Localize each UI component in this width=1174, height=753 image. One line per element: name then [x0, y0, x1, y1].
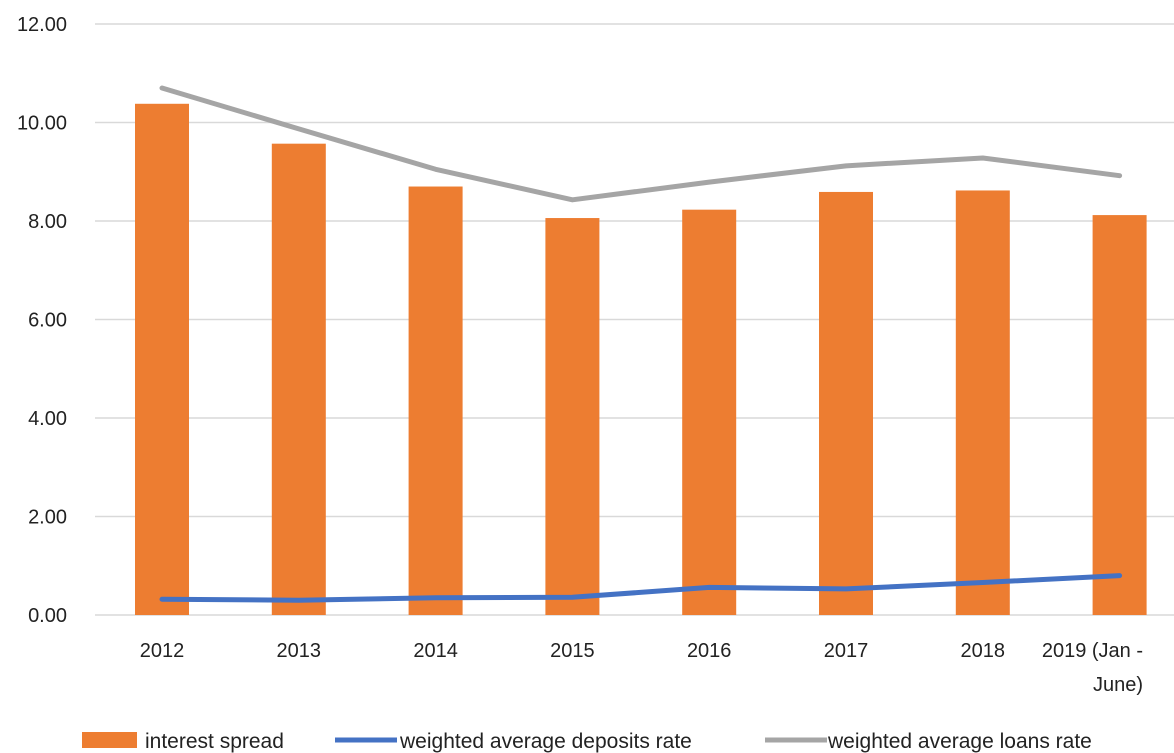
legend: interest spread weighted average deposits… [82, 730, 1092, 753]
y-tick-label: 10.00 [17, 113, 67, 135]
x-tick-label: 2015 [550, 640, 595, 662]
x-tick-label: 2014 [413, 640, 458, 662]
legend-label: weighted average loans rate [827, 730, 1092, 753]
y-tick-label: 6.00 [28, 310, 67, 332]
bar-interest-spread [135, 104, 189, 615]
legend-label: weighted average deposits rate [399, 730, 692, 753]
x-tick-label: 2018 [961, 640, 1006, 662]
y-tick-label: 8.00 [28, 211, 67, 233]
y-tick-label: 2.00 [28, 507, 67, 529]
x-axis-tick-labels: 2012 2013 2014 2015 2016 2017 2018 2019 (Jan - J… [140, 640, 1143, 696]
y-tick-label: 4.00 [28, 408, 67, 430]
x-tick-label: 2019 (Jan - [1042, 640, 1143, 662]
bar-series [135, 104, 1147, 615]
bar-interest-spread [682, 210, 736, 615]
bar-interest-spread [545, 218, 599, 615]
bar-interest-spread [819, 192, 873, 615]
legend-label: interest spread [145, 730, 284, 753]
bar-interest-spread [956, 190, 1010, 615]
bar-interest-spread [272, 144, 326, 615]
gridlines [95, 24, 1174, 615]
x-tick-label: 2017 [824, 640, 869, 662]
bar-interest-spread [409, 187, 463, 615]
bar-interest-spread [1093, 215, 1147, 615]
y-tick-label: 12.00 [17, 14, 67, 36]
x-tick-label: 2013 [277, 640, 322, 662]
x-tick-label: 2016 [687, 640, 732, 662]
x-tick-label: June) [1093, 674, 1143, 696]
legend-swatch [82, 732, 137, 748]
y-tick-label: 0.00 [28, 605, 67, 627]
y-axis-tick-labels: 0.00 2.00 4.00 6.00 8.00 10.00 12.00 [17, 14, 67, 627]
x-tick-label: 2012 [140, 640, 185, 662]
